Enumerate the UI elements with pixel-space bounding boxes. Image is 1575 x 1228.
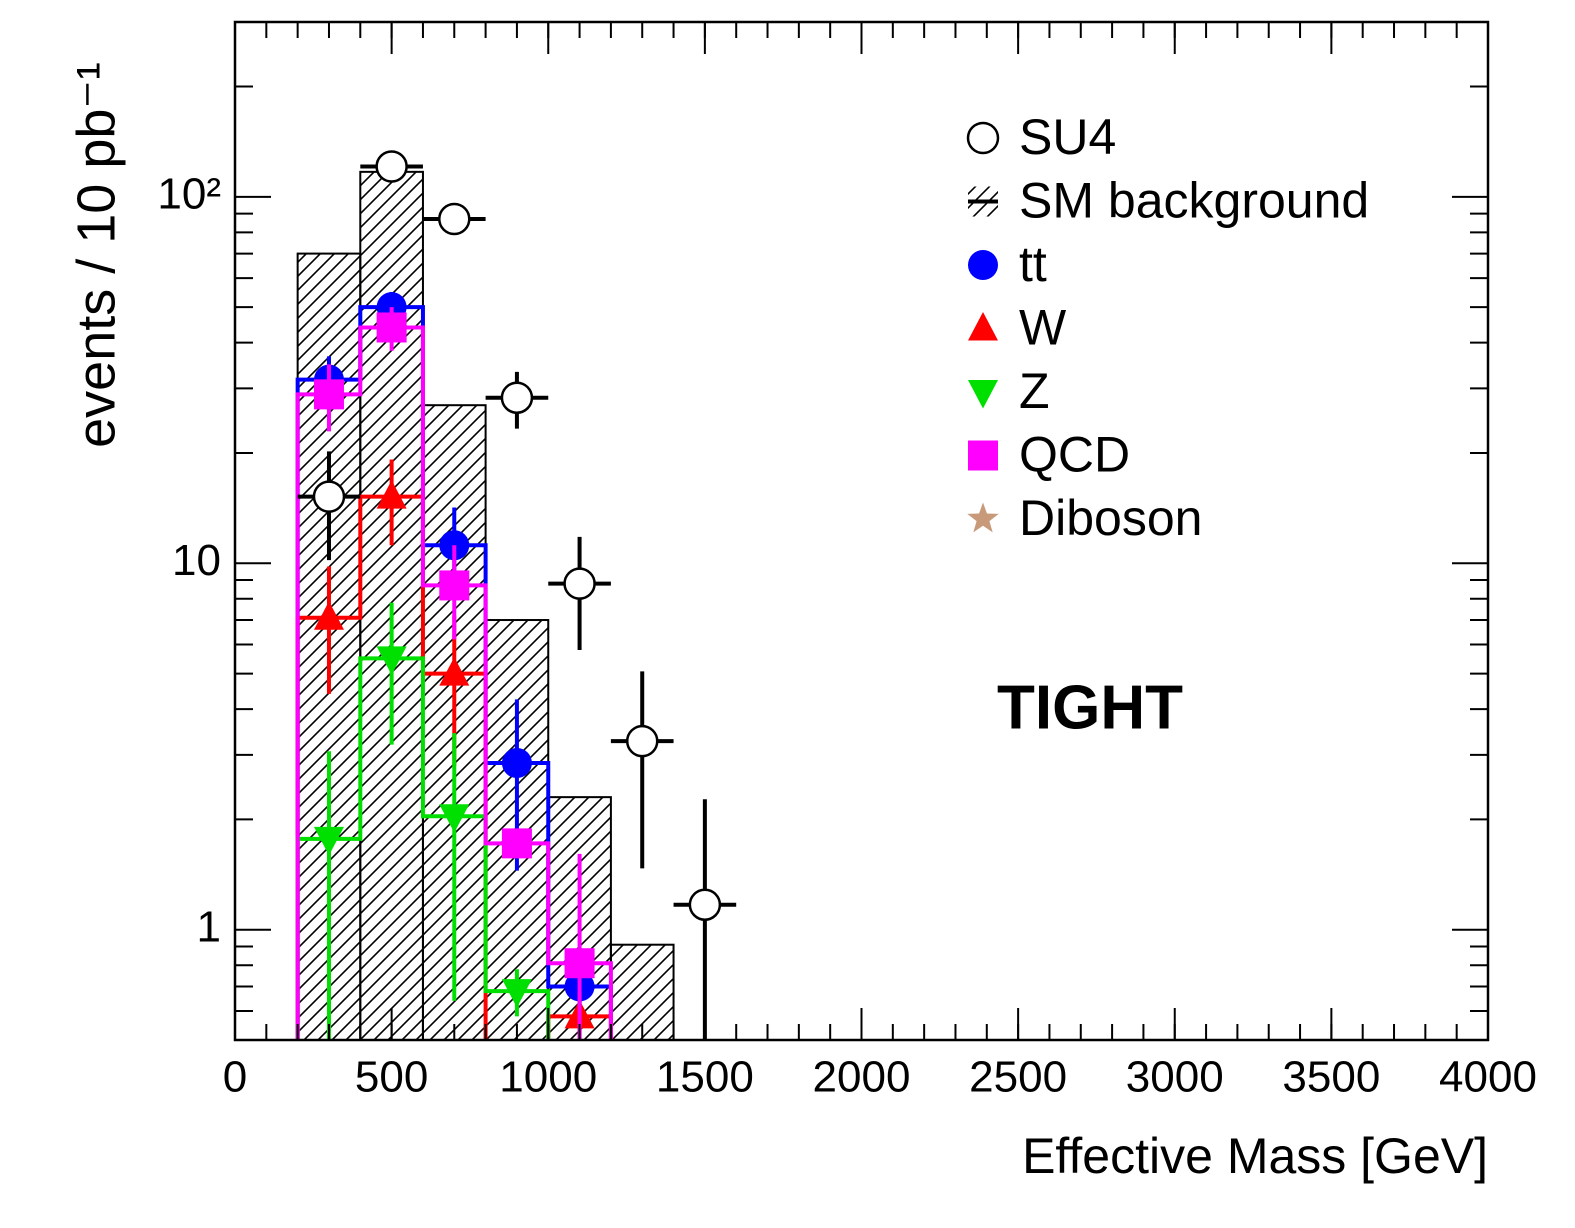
marker — [439, 804, 470, 833]
marker — [688, 888, 722, 921]
legend-label: SM background — [1019, 173, 1369, 229]
x-tick-label: 1000 — [499, 1053, 597, 1102]
marker — [313, 379, 344, 410]
legend-label: QCD — [1019, 427, 1130, 483]
marker — [966, 121, 1000, 155]
marker — [500, 381, 534, 414]
marker — [501, 828, 532, 859]
marker — [312, 480, 346, 513]
marker — [376, 646, 407, 675]
legend-label: tt — [1019, 236, 1047, 292]
marker — [968, 380, 998, 409]
marker — [968, 250, 998, 280]
annotation: TIGHT — [997, 673, 1183, 742]
legend-label: W — [1019, 300, 1067, 356]
x-tick-label: 2500 — [969, 1053, 1067, 1102]
marker — [313, 826, 344, 856]
marker — [375, 150, 408, 183]
marker — [376, 480, 407, 509]
marker — [313, 601, 344, 630]
marker — [967, 502, 999, 533]
x-axis-label: Effective Mass [GeV] — [1022, 1128, 1488, 1184]
marker — [438, 202, 471, 236]
marker — [439, 657, 470, 686]
x-tick-label: 3500 — [1282, 1053, 1380, 1102]
x-tick-label: 4000 — [1439, 1053, 1537, 1102]
legend-label: Z — [1019, 363, 1050, 419]
marker — [501, 979, 532, 1008]
y-tick-label: 10² — [157, 169, 221, 218]
marker — [563, 567, 596, 600]
y-tick-label: 10 — [172, 536, 221, 585]
marker — [439, 570, 470, 601]
x-tick-label: 1500 — [656, 1053, 754, 1102]
marker — [564, 948, 595, 979]
x-tick-label: 3000 — [1126, 1053, 1224, 1102]
marker — [968, 440, 998, 471]
x-tick-label: 2000 — [813, 1053, 911, 1102]
y-tick-label: 1 — [197, 902, 221, 951]
marker — [376, 312, 407, 343]
plot-marks — [295, 150, 737, 1040]
marker — [501, 748, 532, 779]
x-tick-label: 500 — [355, 1053, 428, 1102]
legend-label: SU4 — [1019, 109, 1116, 165]
y-axis-label: events / 10 pb⁻¹ — [66, 62, 126, 448]
marker — [968, 312, 998, 341]
x-tick-label: 0 — [223, 1053, 247, 1102]
marker — [625, 724, 659, 758]
legend-label: Diboson — [1019, 490, 1202, 546]
